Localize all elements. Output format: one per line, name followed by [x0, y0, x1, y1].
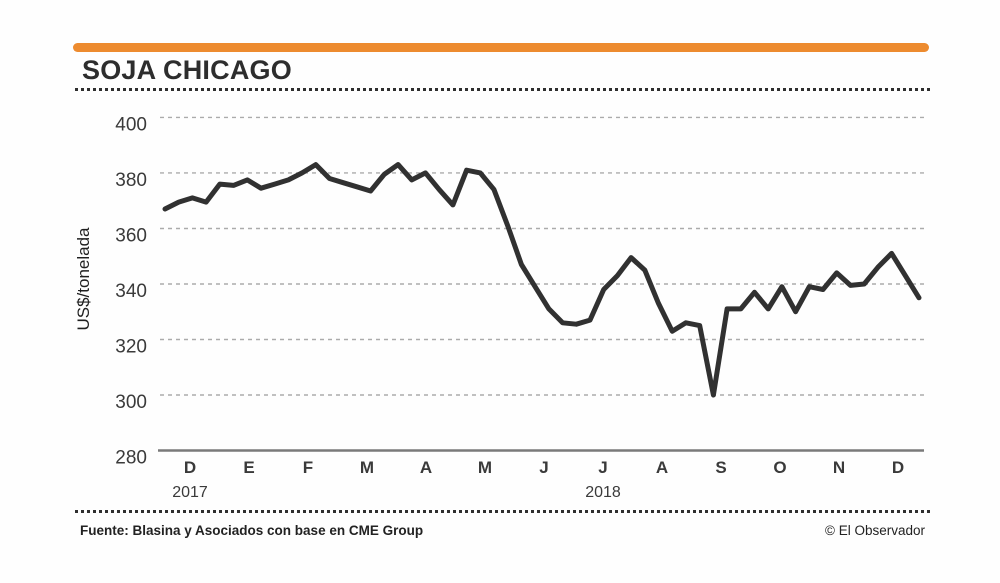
- x-tick-month-5: M: [478, 458, 492, 477]
- x-tick-month-3: M: [360, 458, 374, 477]
- x-tick-month-12: D: [892, 458, 904, 477]
- x-tick-month-1: E: [243, 458, 254, 477]
- x-tick-month-6: J: [539, 458, 548, 477]
- x-tick-month-7: J: [598, 458, 607, 477]
- copyright-credit: © El Observador: [825, 523, 925, 538]
- y-tick-label-340: 340: [115, 281, 147, 302]
- y-tick-label-360: 360: [115, 226, 147, 247]
- y-tick-label-300: 300: [115, 392, 147, 413]
- x-tick-month-4: A: [420, 458, 432, 477]
- year-label-2018: 2018: [585, 484, 621, 501]
- page-title: SOJA CHICAGO: [82, 55, 292, 85]
- accent-bar: [73, 43, 929, 52]
- y-tick-label-320: 320: [115, 337, 147, 358]
- source-credit: Fuente: Blasina y Asociados con base en …: [80, 523, 424, 538]
- y-tick-label-280: 280: [115, 448, 147, 469]
- title-divider: [75, 88, 930, 91]
- x-tick-month-0: D: [184, 458, 196, 477]
- x-tick-month-10: O: [773, 458, 786, 477]
- x-tick-month-11: N: [833, 458, 845, 477]
- price-line: [162, 162, 922, 398]
- year-label-2017: 2017: [172, 484, 208, 501]
- footer-divider: [75, 510, 930, 513]
- x-tick-month-2: F: [303, 458, 313, 477]
- x-tick-month-8: A: [656, 458, 668, 477]
- x-tick-month-9: S: [715, 458, 726, 477]
- y-tick-label-380: 380: [115, 170, 147, 191]
- y-tick-label-400: 400: [115, 114, 147, 135]
